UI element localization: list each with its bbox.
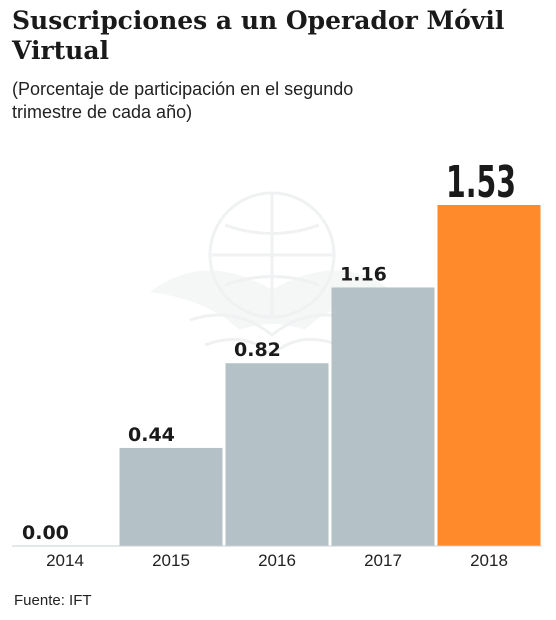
value-label-2016: 0.82 <box>234 339 281 361</box>
chart-title: Suscripciones a un Operador Móvil Virtua… <box>12 6 505 65</box>
bar-2016 <box>225 363 329 546</box>
bar-2015 <box>119 447 223 546</box>
value-label-2017: 1.16 <box>340 263 387 285</box>
bar-2017 <box>331 287 435 546</box>
x-tick-2018: 2018 <box>470 551 508 570</box>
bar-chart: 0.000.440.821.161.53 2014 2015 2016 2017 201… <box>12 157 542 570</box>
eagle-emblem-icon <box>150 191 394 358</box>
value-label-2014: 0.00 <box>22 522 69 544</box>
value-labels-group: 0.00 0.44 0.82 1.16 1.53 <box>22 157 516 544</box>
x-tick-2015: 2015 <box>152 551 190 570</box>
chart-subtitle: (Porcentaje de participación en el segun… <box>12 79 354 122</box>
x-tick-2017: 2017 <box>364 551 402 570</box>
value-label-2015: 0.44 <box>128 424 175 446</box>
bars-group <box>119 205 541 546</box>
bar-2018 <box>437 205 541 546</box>
source-note: Fuente: IFT <box>14 592 92 609</box>
x-tick-2016: 2016 <box>258 551 296 570</box>
value-label-2018: 1.53 <box>446 157 516 208</box>
x-tick-labels-group: 2014 2015 2016 2017 2018 <box>46 551 508 570</box>
x-tick-2014: 2014 <box>46 551 84 570</box>
